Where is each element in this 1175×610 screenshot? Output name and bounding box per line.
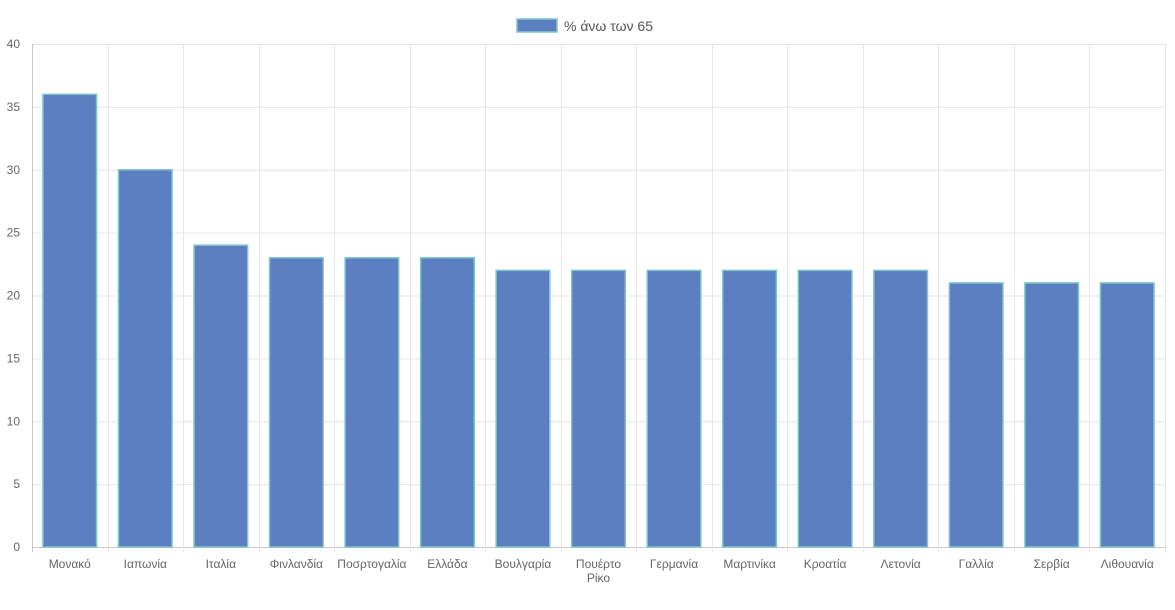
x-tick-label: Λετονία <box>881 557 921 571</box>
bar[interactable] <box>722 269 778 548</box>
y-tick-label: 15 <box>7 351 21 365</box>
bar[interactable] <box>419 257 475 548</box>
x-tick-label: Μονακό <box>49 557 91 571</box>
y-tick-label: 20 <box>7 289 21 303</box>
legend-swatch <box>516 18 558 33</box>
x-tick-label: Μαρτινίκα <box>723 557 776 571</box>
x-tick-label: Σερβία <box>1034 557 1070 571</box>
y-tick-label: 5 <box>13 477 20 491</box>
y-tick-label: 35 <box>7 100 21 114</box>
x-tick-label: Κροατία <box>804 557 847 571</box>
x-tick-label: Γερμανία <box>650 557 698 571</box>
x-tick-label: Λιθουανία <box>1101 557 1154 571</box>
y-axis-ticks: 0 5 10 15 20 25 30 35 40 <box>7 37 21 554</box>
x-tick-label: Ιαπωνία <box>124 557 167 571</box>
x-tick-label: Φινλανδία <box>270 557 323 571</box>
x-tick-label: Ιταλία <box>206 557 237 571</box>
y-tick-label: 40 <box>7 37 21 51</box>
legend[interactable]: % άνω των 65 <box>516 18 653 34</box>
bar[interactable] <box>1099 282 1155 548</box>
x-tick-label: Πουέρτο Ρίκο <box>576 557 621 585</box>
legend-label: % άνω των 65 <box>564 18 653 34</box>
bar[interactable] <box>344 257 400 548</box>
x-tick-label: Γαλλία <box>959 557 994 571</box>
y-tick-label: 0 <box>13 540 20 554</box>
bar[interactable] <box>646 269 702 548</box>
bar[interactable] <box>42 93 98 548</box>
bar[interactable] <box>193 244 249 548</box>
gridlines <box>32 44 1166 552</box>
bar[interactable] <box>797 269 853 548</box>
bar[interactable] <box>268 257 324 548</box>
y-tick-label: 30 <box>7 163 21 177</box>
bar[interactable] <box>570 269 627 548</box>
x-axis-ticks: Μονακό Ιαπωνία Ιταλία Φινλανδία Πoσρτογαλία Ε… <box>49 557 1154 585</box>
y-tick-label: 25 <box>7 226 21 240</box>
bar[interactable] <box>948 282 1004 548</box>
bar[interactable] <box>873 269 929 548</box>
x-tick-label: Πoσρτογαλία <box>337 557 406 571</box>
bar[interactable] <box>117 169 173 548</box>
bar[interactable] <box>495 269 551 548</box>
x-tick-label: Ελλάδα <box>427 557 467 571</box>
bars <box>42 93 1155 548</box>
bar[interactable] <box>1024 282 1080 548</box>
y-tick-label: 10 <box>7 414 21 428</box>
x-tick-label: Βουλγαρία <box>495 557 552 571</box>
